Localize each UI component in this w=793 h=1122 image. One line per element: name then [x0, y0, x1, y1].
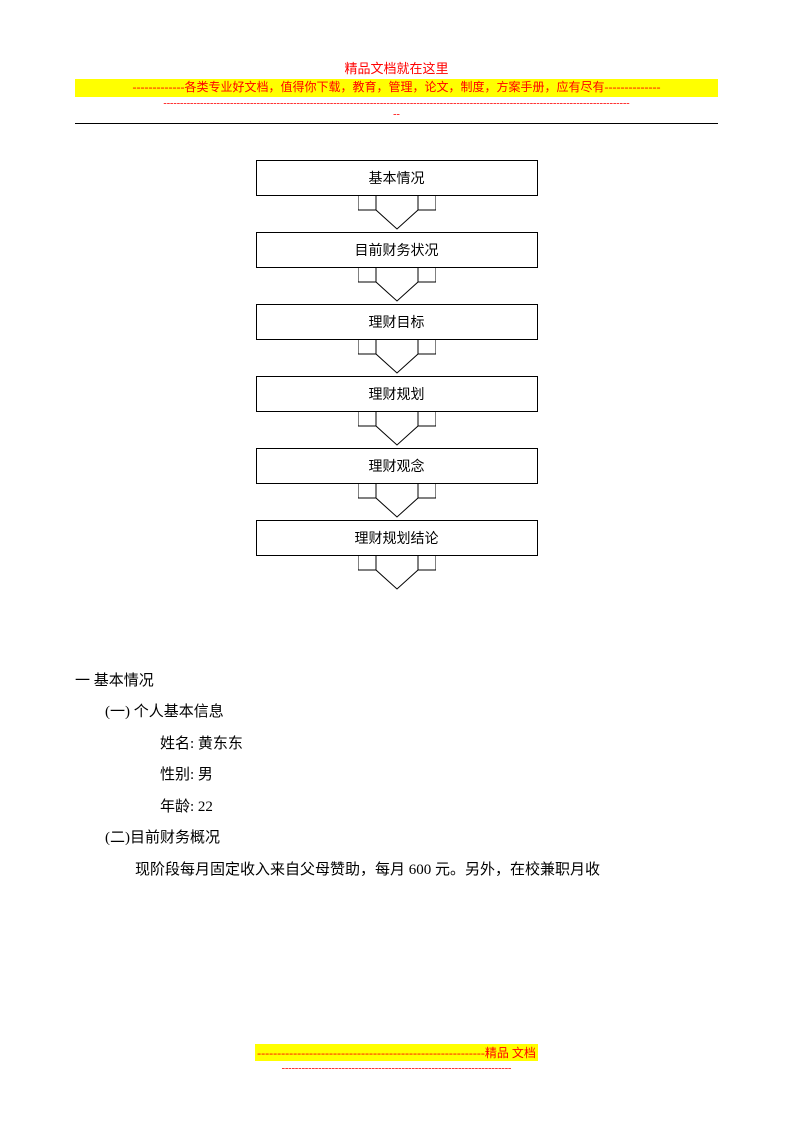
- info-gender: 性别: 男: [75, 760, 718, 792]
- info-name: 姓名: 黄东东: [75, 729, 718, 761]
- info-age: 年龄: 22: [75, 792, 718, 824]
- flow-label: 目前财务状况: [355, 240, 439, 260]
- flow-step-1: 基本情况: [256, 160, 538, 196]
- flow-label: 理财目标: [369, 312, 425, 332]
- header-rule: [75, 123, 718, 124]
- header-dashes-2: --: [75, 109, 718, 120]
- flow-box-5: 理财观念: [256, 448, 538, 484]
- header-title: 精品文档就在这里: [75, 58, 718, 77]
- arrow-down-icon: [358, 484, 436, 518]
- flow-step-5: 理财观念: [256, 448, 538, 484]
- subsection-1-title: (一) 个人基本信息: [75, 697, 718, 729]
- header-dashes-1: ----------------------------------------…: [75, 98, 718, 109]
- flow-label: 基本情况: [369, 168, 425, 188]
- flow-label: 理财观念: [369, 456, 425, 476]
- flow-label: 理财规划: [369, 384, 425, 404]
- flowchart: 基本情况 目前财务状况 理财目标: [75, 160, 718, 556]
- arrow-down-icon: [358, 196, 436, 230]
- flow-step-4: 理财规划: [256, 376, 538, 412]
- footer-banner: ----------------------------------------…: [255, 1044, 538, 1061]
- header-banner: -------------各类专业好文档，值得你下载，教育，管理，论文，制度，方…: [75, 79, 718, 97]
- gender-value: 男: [198, 767, 213, 783]
- arrow-down-icon: [358, 556, 436, 590]
- age-value: 22: [198, 799, 213, 815]
- flow-box-6: 理财规划结论: [256, 520, 538, 556]
- arrow-down-icon: [358, 412, 436, 446]
- flow-label: 理财规划结论: [355, 528, 439, 548]
- age-label: 年龄:: [160, 799, 194, 815]
- document-page: 精品文档就在这里 -------------各类专业好文档，值得你下载，教育，管…: [0, 0, 793, 926]
- name-value: 黄东东: [198, 736, 243, 752]
- flow-box-3: 理财目标: [256, 304, 538, 340]
- body-paragraph: 现阶段每月固定收入来自父母赞助，每月 600 元。另外，在校兼职月收: [75, 855, 718, 887]
- flow-box-4: 理财规划: [256, 376, 538, 412]
- arrow-down-icon: [358, 268, 436, 302]
- flow-step-6: 理财规划结论: [256, 520, 538, 556]
- flow-box-1: 基本情况: [256, 160, 538, 196]
- section-1-title: 一 基本情况: [75, 666, 718, 698]
- name-label: 姓名:: [160, 736, 194, 752]
- footer: ----------------------------------------…: [0, 1044, 793, 1074]
- arrow-down-icon: [358, 340, 436, 374]
- gender-label: 性别:: [160, 767, 194, 783]
- footer-dashes: ----------------------------------------…: [0, 1063, 793, 1074]
- subsection-2-title: (二)目前财务概况: [75, 823, 718, 855]
- flow-box-2: 目前财务状况: [256, 232, 538, 268]
- content-body: 一 基本情况 (一) 个人基本信息 姓名: 黄东东 性别: 男 年龄: 22 (…: [75, 666, 718, 887]
- flow-step-3: 理财目标: [256, 304, 538, 340]
- flow-step-2: 目前财务状况: [256, 232, 538, 268]
